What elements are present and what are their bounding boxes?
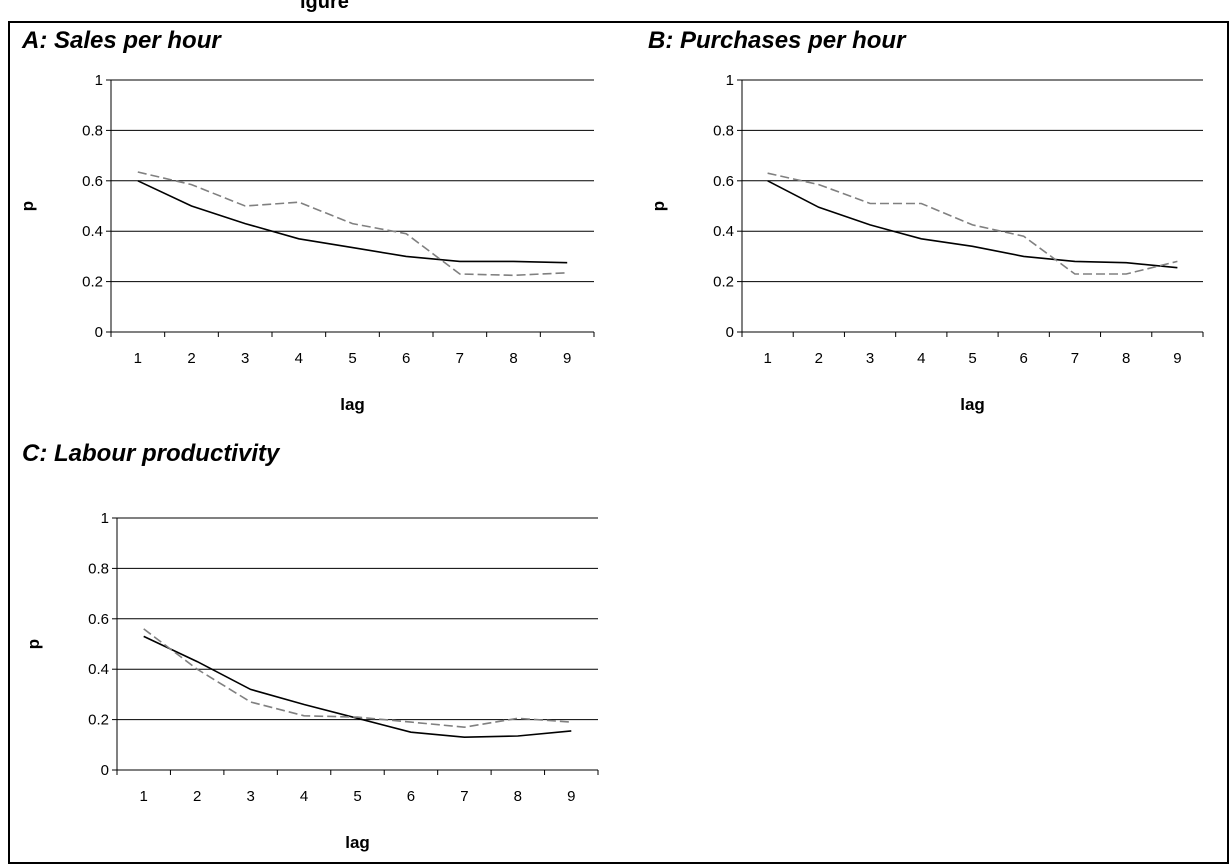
x-tick-label: 1 (763, 350, 771, 367)
y-tick-label: 0.6 (88, 611, 109, 628)
y-tick-label: 1 (101, 510, 109, 527)
x-tick-label: 5 (353, 788, 361, 805)
x-tick-label: 3 (866, 350, 874, 367)
x-tick-label: 2 (815, 350, 823, 367)
y-tick-label: 0.4 (713, 223, 734, 240)
series-line-dashed (137, 171, 568, 277)
panel-b-title: B: Purchases per hour (648, 27, 906, 54)
y-tick-label: 0.4 (88, 661, 109, 678)
x-tick-label: 9 (563, 350, 571, 367)
y-tick-label: 0.8 (88, 560, 109, 577)
x-tick-label: 7 (1071, 350, 1079, 367)
figure-caption-fragment: igure (300, 0, 349, 13)
x-tick-label: 4 (917, 350, 925, 367)
x-tick-label: 3 (241, 350, 249, 367)
y-tick-label: 1 (95, 72, 103, 89)
y-tick-label: 0 (726, 324, 734, 341)
x-tick-label: 6 (402, 350, 410, 367)
x-axis-label: lag (960, 395, 985, 414)
x-tick-label: 3 (246, 788, 254, 805)
y-tick-label: 0 (101, 762, 109, 779)
x-tick-label: 8 (514, 788, 522, 805)
y-axis-label: p (18, 201, 37, 211)
y-tick-label: 1 (726, 72, 734, 89)
x-tick-label: 2 (187, 350, 195, 367)
x-tick-label: 9 (1173, 350, 1181, 367)
x-tick-label: 7 (460, 788, 468, 805)
x-tick-label: 6 (1020, 350, 1028, 367)
panel-a-title: A: Sales per hour (22, 27, 221, 54)
series-line-solid (137, 180, 568, 264)
x-tick-label: 8 (1122, 350, 1130, 367)
y-tick-label: 0.4 (82, 223, 103, 240)
figure-frame (8, 21, 1229, 864)
series-line-dashed (143, 628, 572, 729)
x-tick-label: 7 (456, 350, 464, 367)
y-axis-label: p (649, 201, 668, 211)
x-tick-label: 4 (300, 788, 308, 805)
x-tick-label: 8 (509, 350, 517, 367)
y-tick-label: 0.2 (713, 274, 734, 291)
y-tick-label: 0 (95, 324, 103, 341)
x-tick-label: 1 (134, 350, 142, 367)
y-tick-label: 0.6 (82, 173, 103, 190)
y-tick-label: 0.2 (82, 274, 103, 291)
x-axis-label: lag (345, 833, 370, 852)
x-tick-label: 2 (193, 788, 201, 805)
y-tick-label: 0.8 (82, 122, 103, 139)
y-tick-label: 0.6 (713, 173, 734, 190)
x-tick-label: 5 (968, 350, 976, 367)
panel-c-title: C: Labour productivity (22, 440, 280, 467)
y-axis-label: p (24, 639, 43, 649)
x-tick-label: 4 (295, 350, 303, 367)
series-line-solid (767, 180, 1178, 269)
series-line-solid (143, 635, 572, 739)
x-axis-label: lag (340, 395, 365, 414)
x-tick-label: 6 (407, 788, 415, 805)
x-tick-label: 9 (567, 788, 575, 805)
series-line-dashed (767, 172, 1178, 275)
y-tick-label: 0.8 (713, 122, 734, 139)
x-tick-label: 1 (140, 788, 148, 805)
x-tick-label: 5 (348, 350, 356, 367)
y-tick-label: 0.2 (88, 712, 109, 729)
